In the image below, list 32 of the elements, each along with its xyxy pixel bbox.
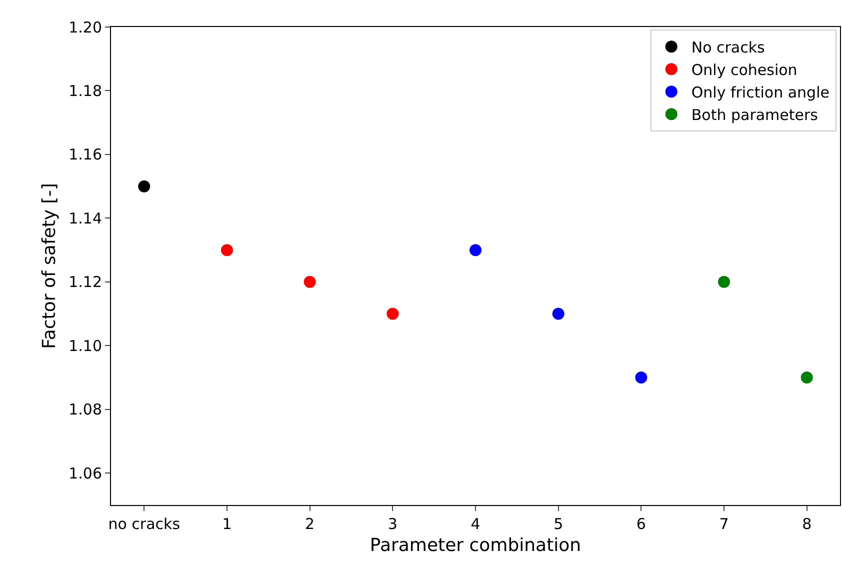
x-tick-label: 4 (470, 515, 480, 533)
point (552, 308, 564, 320)
x-tick-label: 3 (388, 515, 398, 533)
point (386, 308, 399, 320)
point (470, 244, 482, 256)
y-tick-label: 1.12 (68, 273, 102, 292)
x-tick-label: 5 (554, 515, 564, 533)
legend-label: Both parameters (691, 106, 818, 124)
point (635, 372, 648, 384)
legend-label: Only friction angle (691, 83, 830, 102)
x-tick-label: 2 (305, 515, 315, 533)
x-tick-label: 7 (719, 515, 729, 533)
legend-label: Only cohesion (691, 60, 798, 79)
x-tick-label: 8 (802, 515, 812, 533)
y-tick-label: 1.18 (68, 82, 102, 100)
x-tick-label: no cracks (108, 515, 180, 533)
point (138, 180, 150, 192)
y-tick-label: 1.16 (68, 146, 102, 164)
x-axis-title: Parameter combination (370, 535, 582, 556)
y-tick-label: 1.10 (68, 336, 102, 355)
y-tick-label: 1.20 (68, 18, 102, 36)
point (220, 244, 233, 256)
legend-label: No cracks (691, 38, 766, 56)
point (800, 372, 813, 384)
point (718, 276, 730, 288)
x-tick-label: 6 (636, 515, 646, 533)
y-tick-label: 1.06 (68, 464, 102, 482)
point (304, 276, 316, 288)
x-tick-label: 1 (222, 515, 232, 533)
y-axis-title: Factor of safety [-] (38, 183, 60, 349)
y-tick-label: 1.08 (68, 400, 102, 419)
y-tick-label: 1.14 (68, 209, 102, 228)
